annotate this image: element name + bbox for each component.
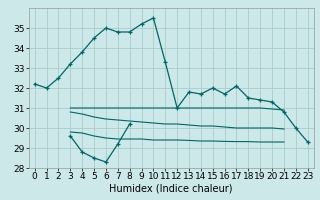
X-axis label: Humidex (Indice chaleur): Humidex (Indice chaleur): [109, 184, 233, 194]
